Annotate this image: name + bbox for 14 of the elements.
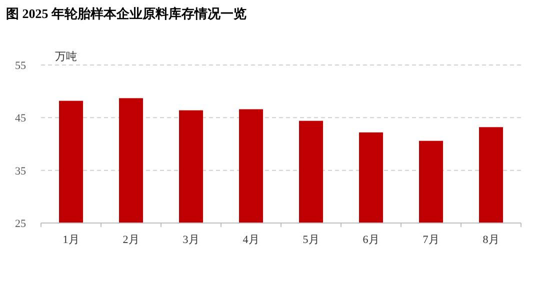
y-axis-title: 万吨 [55, 50, 77, 63]
y-tick-label: 35 [15, 165, 26, 178]
y-tick-label: 55 [15, 60, 26, 72]
y-tick-label: 45 [15, 112, 26, 125]
chart-title: 图 2025 年轮胎样本企业原料库存情况一览 [6, 6, 246, 21]
x-tick-label: 6月 [362, 234, 380, 246]
x-tick-label: 1月 [62, 234, 80, 246]
x-tick-label: 7月 [422, 234, 440, 246]
x-tick-label: 5月 [302, 234, 320, 246]
x-tick-label: 2月 [122, 234, 140, 246]
y-tick-label: 25 [15, 218, 26, 230]
x-tick-label: 3月 [182, 234, 200, 246]
x-tick-label: 4月 [242, 234, 260, 246]
x-tick-label: 8月 [482, 234, 500, 246]
